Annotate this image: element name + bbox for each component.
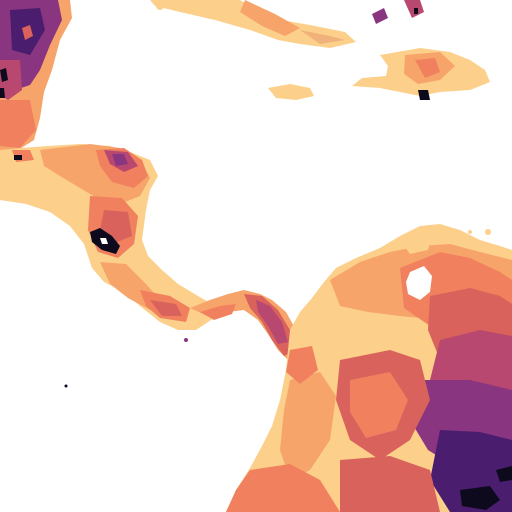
region-panama (190, 290, 300, 362)
region-cuba (150, 0, 424, 48)
lake-island (100, 238, 108, 244)
region-jamaica (268, 84, 314, 100)
region-lake-maracaibo (406, 266, 432, 300)
region-hispaniola (352, 48, 490, 100)
small-islands (64, 2, 491, 388)
region-yucatan (0, 0, 72, 150)
